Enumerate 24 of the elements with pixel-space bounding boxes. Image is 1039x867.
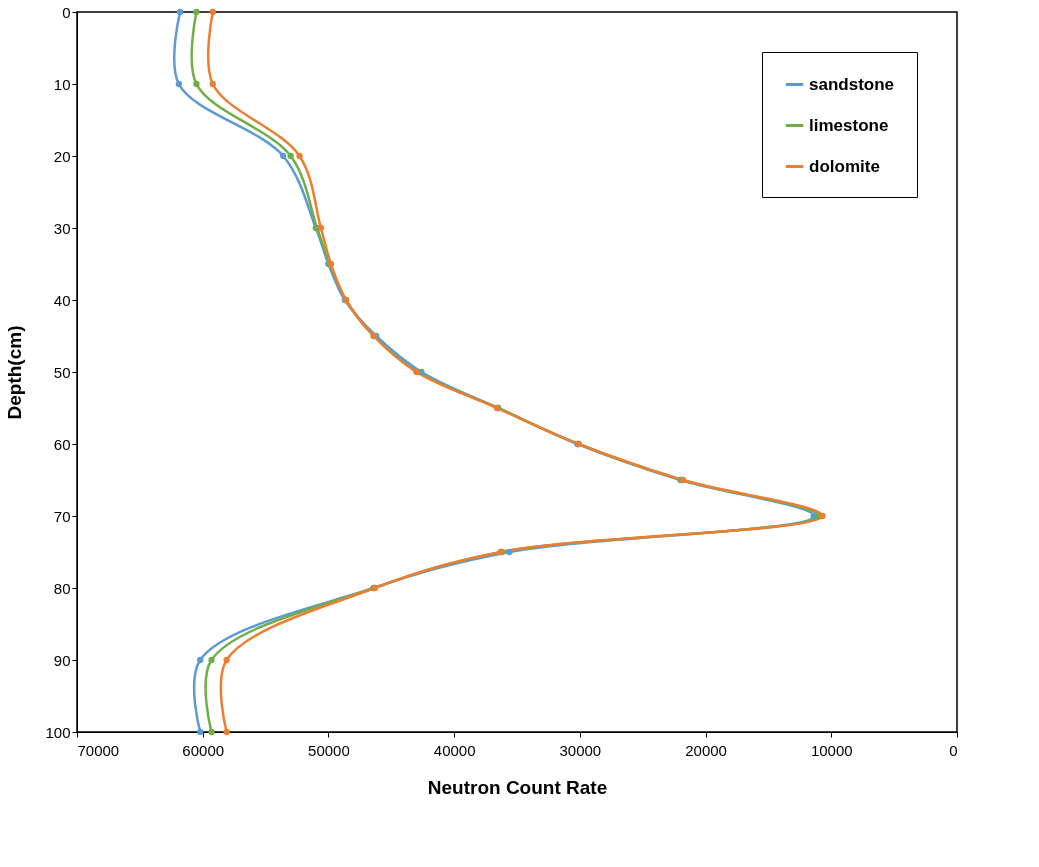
y-tick-label: 30 [53,219,71,237]
legend-label: dolomite [809,156,880,176]
y-tick-label: 100 [45,723,71,741]
y-tick-label: 0 [62,3,71,21]
y-tick-label: 50 [53,363,71,381]
x-tick-label: 70000 [77,741,120,759]
x-tick-label: 10000 [810,741,853,759]
y-tick-label: 10 [53,75,71,93]
y-axis-title: Depth(cm) [4,325,26,420]
y-tick-label: 20 [53,147,71,165]
x-tick-label: 50000 [308,741,350,759]
x-tick-label: 0 [949,741,958,759]
y-tick-label: 80 [53,579,71,597]
y-tick-label: 60 [53,435,71,453]
x-tick-label: 40000 [433,741,476,759]
x-tick-label: 30000 [559,741,602,759]
y-tick-label: 40 [53,291,71,309]
legend-label: sandstone [809,74,895,94]
x-axis-title: Neutron Count Rate [427,776,608,798]
y-tick-label: 70 [53,507,71,525]
x-tick-label: 60000 [182,741,225,759]
legend-label: limestone [809,115,889,135]
x-tick-label: 20000 [685,741,727,759]
y-tick-label: 90 [53,651,71,669]
